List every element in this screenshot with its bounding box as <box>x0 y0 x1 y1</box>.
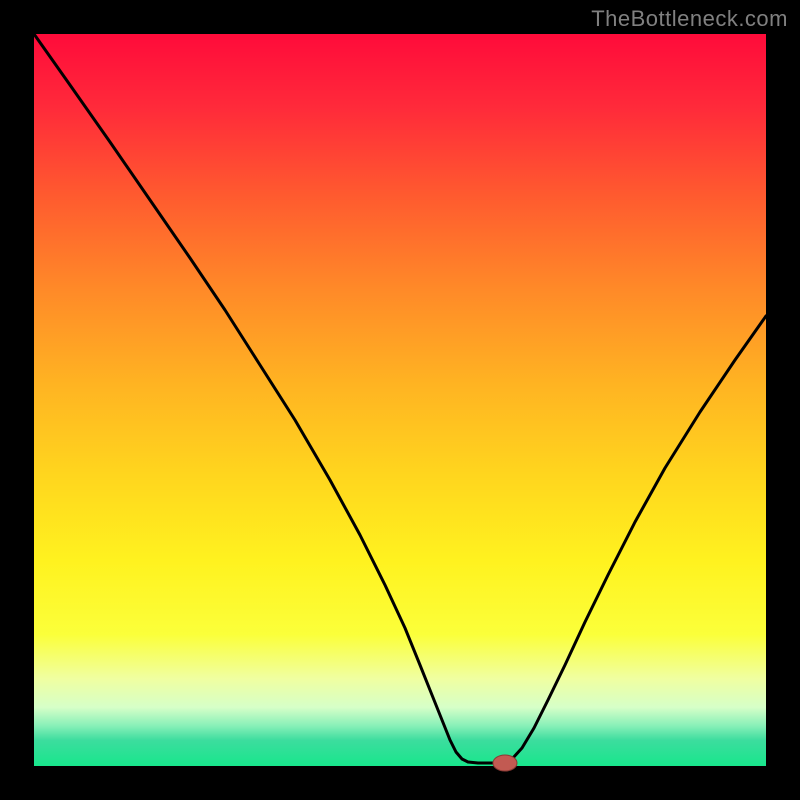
plot-background <box>34 34 766 766</box>
watermark-text: TheBottleneck.com <box>591 6 788 32</box>
bottleneck-chart: TheBottleneck.com <box>0 0 800 800</box>
chart-svg <box>0 0 800 800</box>
optimum-marker <box>493 755 517 771</box>
